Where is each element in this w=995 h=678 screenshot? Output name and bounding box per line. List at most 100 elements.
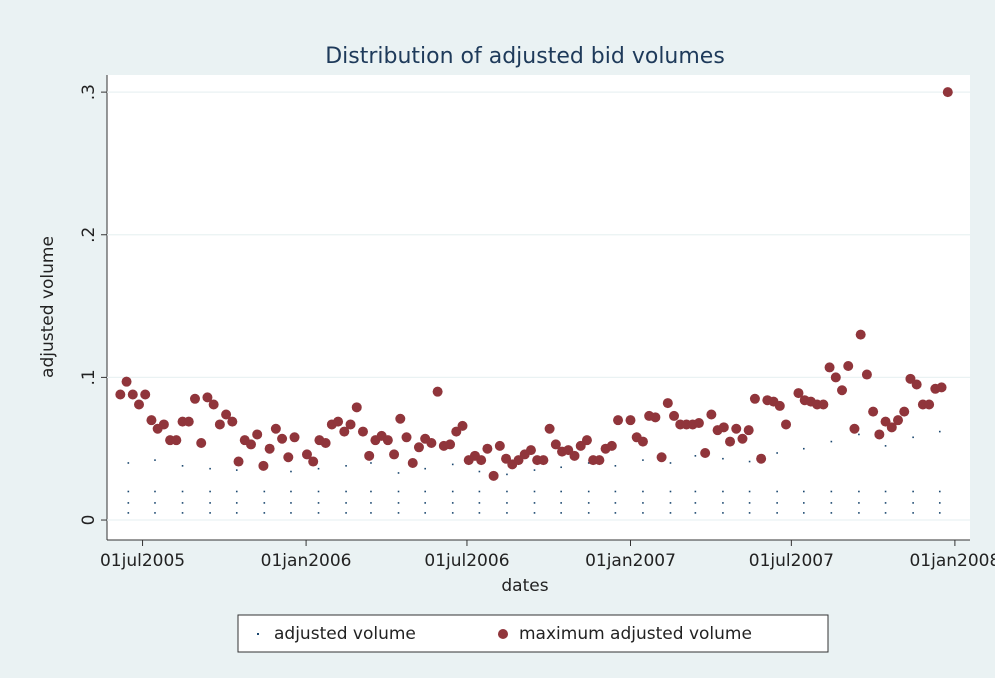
point <box>614 465 617 467</box>
point <box>457 420 468 431</box>
point <box>339 426 350 437</box>
point <box>722 512 724 514</box>
point <box>884 502 887 504</box>
point <box>283 452 294 463</box>
point <box>830 502 833 504</box>
point <box>235 502 238 504</box>
point <box>154 512 156 514</box>
point <box>397 502 400 504</box>
x-tick-label: 01jan2006 <box>261 551 352 571</box>
point <box>560 512 562 514</box>
point <box>494 440 505 451</box>
point <box>506 512 508 514</box>
point <box>722 502 724 504</box>
point <box>830 512 833 514</box>
point <box>756 453 767 464</box>
point <box>725 436 736 447</box>
point <box>560 502 562 504</box>
point <box>748 490 751 493</box>
point <box>181 490 184 493</box>
point <box>587 512 590 514</box>
point <box>899 406 910 417</box>
point <box>202 392 213 403</box>
point <box>154 490 156 493</box>
point <box>181 512 184 514</box>
chart-title: Distribution of adjusted bid volumes <box>325 44 725 69</box>
point <box>560 490 562 493</box>
point <box>127 490 130 493</box>
point <box>397 490 400 493</box>
series <box>127 430 941 514</box>
point <box>748 502 751 504</box>
point <box>669 410 680 421</box>
point <box>637 436 648 447</box>
point <box>650 412 661 423</box>
y-tick-label: 0 <box>79 515 99 526</box>
point <box>451 490 454 493</box>
point <box>938 512 941 514</box>
point <box>830 372 841 383</box>
point <box>912 490 914 493</box>
y-tick-label: .3 <box>79 84 99 100</box>
point <box>488 470 499 481</box>
point <box>938 430 941 433</box>
point <box>642 512 644 514</box>
point <box>694 455 697 457</box>
point <box>413 442 424 453</box>
point <box>912 512 914 514</box>
point <box>209 512 211 514</box>
point <box>614 512 617 514</box>
point <box>911 379 922 390</box>
point <box>694 490 697 493</box>
point <box>749 393 760 404</box>
point <box>587 502 590 504</box>
point <box>478 490 481 493</box>
point <box>183 416 194 427</box>
point <box>221 409 232 420</box>
point <box>936 382 947 393</box>
point <box>912 502 914 504</box>
point <box>357 426 368 437</box>
point <box>277 433 288 444</box>
point <box>407 457 418 468</box>
point <box>345 465 347 467</box>
point <box>289 432 300 443</box>
point <box>538 455 549 466</box>
point <box>317 512 320 514</box>
point <box>781 419 792 430</box>
point <box>884 445 887 447</box>
point <box>397 472 400 474</box>
point <box>884 512 887 514</box>
x-tick-label: 01jul2007 <box>749 551 834 571</box>
y-tick-label: .2 <box>79 227 99 243</box>
point <box>861 369 872 380</box>
legend-marker <box>498 629 508 639</box>
point <box>345 419 356 430</box>
point <box>793 388 804 399</box>
point <box>209 467 211 470</box>
point <box>544 423 555 434</box>
point <box>290 490 292 493</box>
point <box>855 329 866 340</box>
point <box>397 512 400 514</box>
point <box>345 490 347 493</box>
point <box>625 415 636 426</box>
x-tick-label: 01jul2005 <box>100 551 185 571</box>
point <box>718 422 729 433</box>
legend-marker <box>257 633 259 635</box>
point <box>837 385 848 396</box>
point <box>858 502 860 504</box>
point <box>424 512 426 514</box>
point <box>938 490 941 493</box>
point <box>263 512 266 514</box>
point <box>345 502 347 504</box>
point <box>382 435 393 446</box>
point <box>476 455 487 466</box>
point <box>858 433 860 436</box>
point <box>581 435 592 446</box>
point <box>154 502 156 504</box>
point <box>533 469 536 471</box>
point <box>700 447 711 458</box>
y-axis-title: adjusted volume <box>38 236 58 378</box>
